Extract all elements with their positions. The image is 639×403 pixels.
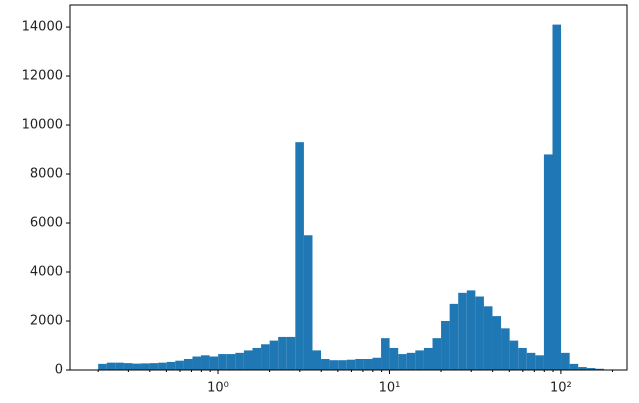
bar <box>269 340 279 370</box>
bar <box>192 356 202 370</box>
bar <box>355 358 364 370</box>
bar <box>115 362 124 370</box>
bar <box>578 367 587 370</box>
y-tick-label: 8000 <box>30 167 63 182</box>
bar <box>595 368 604 370</box>
bar <box>226 354 236 370</box>
bar <box>372 357 382 370</box>
bar <box>312 350 322 370</box>
bar <box>569 363 579 370</box>
bar <box>458 292 467 370</box>
x-tick-label: 10¹ <box>379 381 401 396</box>
bar <box>406 352 416 370</box>
y-tick-label: 0 <box>55 363 63 378</box>
bar <box>509 340 519 370</box>
bar <box>501 328 510 370</box>
bar <box>346 359 356 370</box>
bar <box>561 352 570 370</box>
bar <box>175 360 184 370</box>
x-tick-label: 10⁰ <box>207 381 229 396</box>
bar <box>209 356 219 370</box>
bar <box>243 350 253 370</box>
bar <box>201 355 210 370</box>
bar <box>295 142 304 370</box>
y-tick-label: 4000 <box>30 265 63 280</box>
bar <box>423 347 433 370</box>
bar <box>235 352 244 370</box>
bar <box>483 306 493 370</box>
bar <box>218 354 227 370</box>
bar <box>492 316 502 370</box>
bar <box>106 362 116 370</box>
y-tick-label: 14000 <box>22 20 63 35</box>
bar <box>123 363 133 370</box>
bar <box>398 354 407 370</box>
bar <box>141 363 150 370</box>
bar <box>321 358 330 370</box>
bar <box>303 235 313 370</box>
y-tick-label: 10000 <box>22 118 63 133</box>
bar <box>432 338 442 370</box>
bar <box>363 358 373 370</box>
bar <box>475 296 484 370</box>
bar <box>166 361 176 370</box>
y-tick-label: 6000 <box>30 216 63 231</box>
bar <box>415 350 424 370</box>
bar <box>158 362 167 370</box>
bar <box>466 290 476 370</box>
bar <box>526 352 536 370</box>
bar <box>441 321 450 370</box>
bar <box>543 154 553 370</box>
bar <box>183 358 193 370</box>
bar <box>98 363 107 370</box>
bar <box>586 368 596 370</box>
bar <box>449 303 459 370</box>
bar <box>389 347 399 370</box>
bar <box>278 336 287 370</box>
bar <box>552 24 562 370</box>
bar <box>286 336 296 370</box>
bar <box>518 347 527 370</box>
bar <box>252 347 262 370</box>
bar <box>338 360 347 370</box>
y-tick-label: 12000 <box>22 69 63 84</box>
bar <box>381 338 390 370</box>
bar <box>132 363 142 370</box>
bar <box>329 360 339 370</box>
x-tick-label: 10² <box>550 381 572 396</box>
bar <box>535 355 544 370</box>
plot-frame <box>69 4 628 371</box>
bar <box>149 363 159 370</box>
y-tick-label: 2000 <box>30 314 63 329</box>
bar <box>261 344 270 370</box>
